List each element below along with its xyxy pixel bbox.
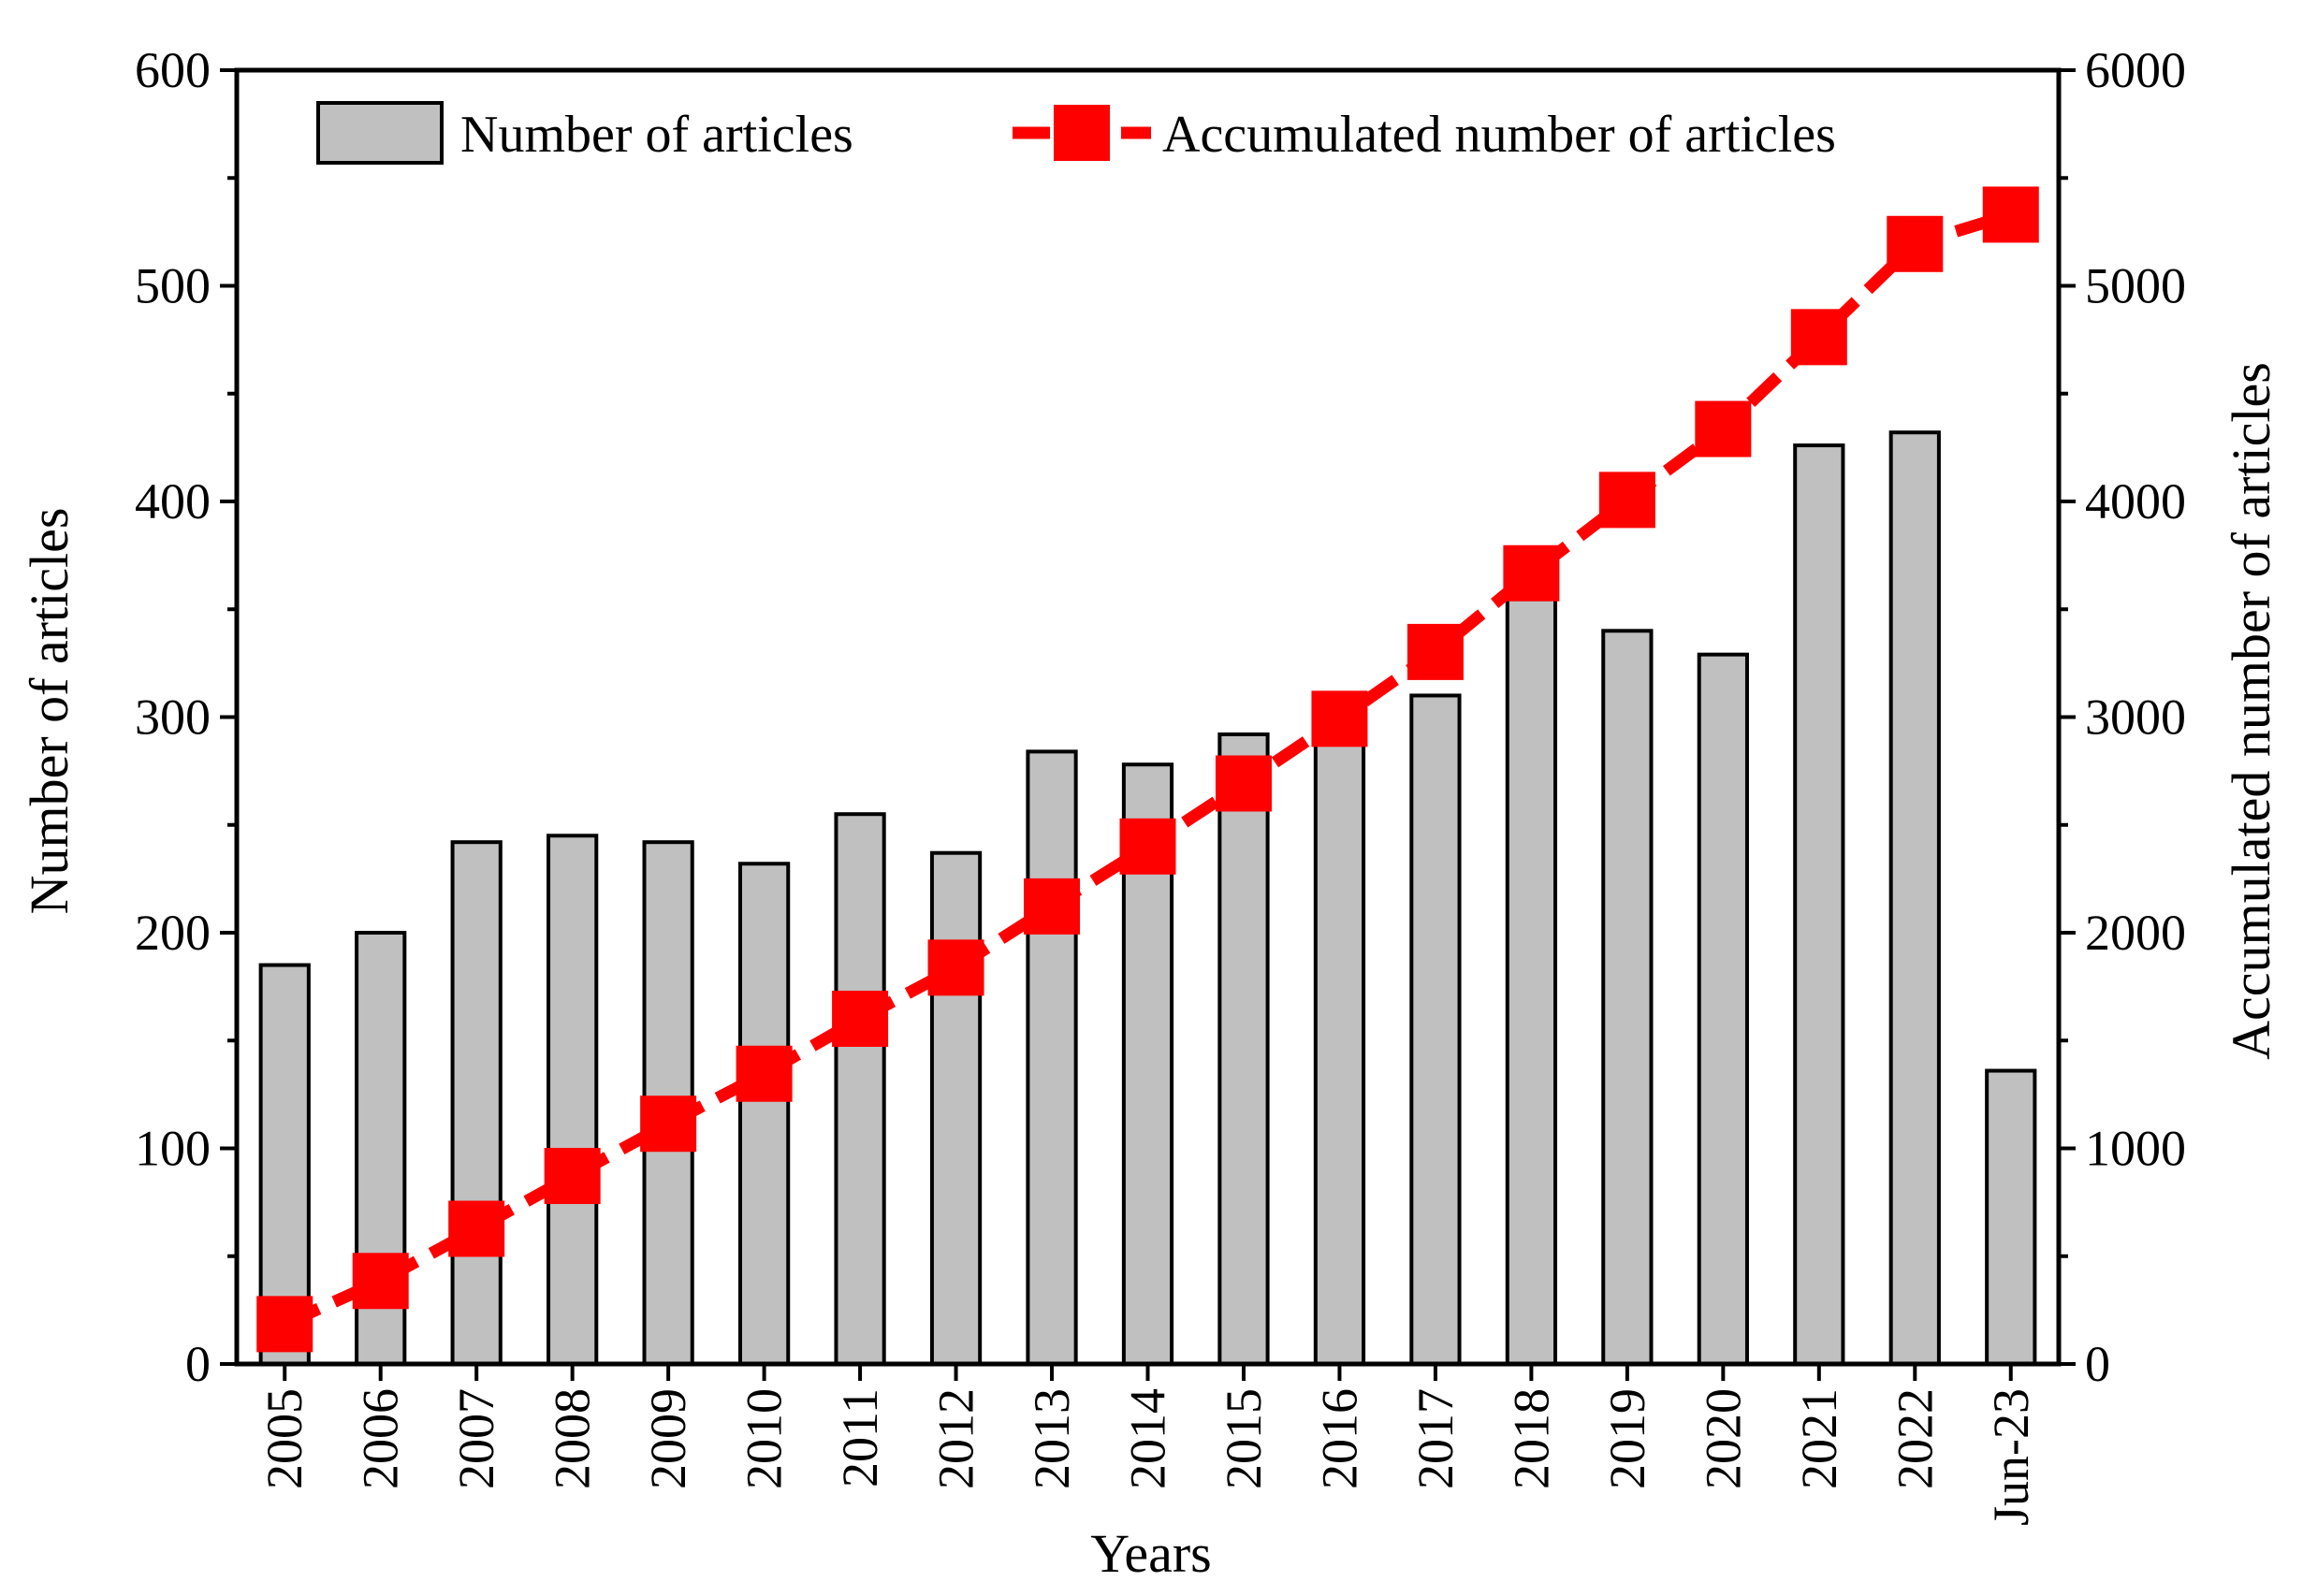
bar-2007 [450, 840, 503, 1366]
accumulated-point-Jun-23 [1982, 186, 2039, 243]
right-tick-label: 4000 [2085, 473, 2186, 530]
accumulated-point-2012 [927, 939, 984, 996]
accumulated-point-2005 [256, 1296, 313, 1353]
legend: Number of articles Accumulated number of… [316, 101, 1836, 165]
legend-bar-label: Number of articles [460, 106, 853, 164]
left-y-axis-title: Number of articles [19, 508, 80, 915]
legend-bar-swatch [316, 101, 444, 165]
left-tick-label: 0 [185, 1336, 211, 1392]
bar-Jun-23 [1985, 1068, 2037, 1367]
accumulated-point-2014 [1119, 818, 1176, 875]
bar-2015 [1217, 732, 1270, 1366]
bar-2022 [1888, 430, 1941, 1366]
left-tick-label: 300 [135, 689, 211, 746]
x-tick-label: 2017 [1407, 1388, 1464, 1489]
bar-2019 [1601, 629, 1654, 1366]
x-tick-label: 2006 [353, 1388, 409, 1489]
axes-layer [220, 67, 2076, 1381]
x-tick-label: 2021 [1791, 1388, 1847, 1489]
x-tick-label: 2018 [1503, 1388, 1559, 1489]
x-tick-label: 2020 [1695, 1388, 1751, 1489]
bar-2016 [1313, 715, 1366, 1366]
x-tick-label: 2011 [832, 1388, 888, 1487]
right-tick-label: 0 [2085, 1336, 2110, 1392]
accumulated-point-2022 [1887, 215, 1944, 272]
right-tick-label: 5000 [2085, 258, 2186, 314]
x-tick-label: 2007 [448, 1388, 504, 1489]
bars-layer [258, 430, 2037, 1367]
bar-2021 [1793, 443, 1845, 1366]
right-tick-label: 1000 [2085, 1121, 2186, 1177]
accumulated-point-2010 [736, 1045, 793, 1102]
accumulated-point-2006 [352, 1253, 409, 1310]
x-tick-label: 2015 [1216, 1388, 1272, 1489]
x-tick-label: 2013 [1024, 1388, 1080, 1489]
x-tick-label: 2019 [1599, 1388, 1655, 1489]
x-tick-label: 2022 [1887, 1388, 1943, 1489]
accumulated-point-2008 [544, 1148, 601, 1205]
accumulated-point-2020 [1695, 400, 1752, 457]
tick-labels-layer: 0100200300400500600010002000300040005000… [135, 42, 2186, 1526]
right-y-axis-title: Accumulated number of articles [2221, 362, 2281, 1060]
accumulated-point-2009 [640, 1095, 697, 1153]
x-tick-label: 2010 [736, 1388, 793, 1489]
x-tick-label: 2016 [1311, 1388, 1367, 1489]
bar-2010 [737, 862, 791, 1366]
bar-2013 [1026, 749, 1078, 1366]
right-tick-label: 3000 [2085, 689, 2186, 746]
accumulated-point-2021 [1790, 309, 1847, 366]
left-tick-label: 600 [135, 42, 211, 98]
legend-line-label: Accumulated number of articles [1162, 106, 1836, 164]
right-tick-label: 2000 [2085, 905, 2186, 961]
bar-2008 [547, 834, 599, 1366]
accumulated-line-layer [256, 186, 2039, 1353]
left-tick-label: 500 [135, 258, 211, 314]
x-axis-title: Years [1090, 1523, 1211, 1584]
accumulated-point-2011 [832, 990, 889, 1047]
bar-2011 [834, 812, 886, 1366]
x-tick-label: 2005 [256, 1388, 313, 1489]
left-tick-label: 200 [135, 905, 211, 961]
accumulated-point-2015 [1215, 755, 1272, 812]
accumulated-point-2013 [1024, 878, 1081, 935]
x-tick-label: 2014 [1120, 1388, 1176, 1489]
bar-2017 [1409, 693, 1462, 1366]
accumulated-point-2019 [1598, 472, 1655, 529]
left-tick-label: 100 [135, 1121, 211, 1177]
accumulated-point-2007 [448, 1200, 505, 1257]
right-tick-label: 6000 [2085, 42, 2186, 98]
x-tick-label: 2008 [545, 1388, 601, 1489]
left-tick-label: 400 [135, 473, 211, 530]
bar-2018 [1505, 574, 1558, 1366]
legend-line-marker [1054, 105, 1110, 161]
bar-2012 [929, 850, 983, 1366]
x-tick-label: Jun-23 [1983, 1388, 2039, 1526]
accumulated-point-2016 [1311, 690, 1368, 747]
x-tick-label: 2012 [928, 1388, 984, 1489]
x-tick-label: 2009 [640, 1388, 696, 1489]
accumulated-point-2017 [1407, 623, 1464, 680]
accumulated-point-2018 [1503, 544, 1560, 602]
bar-2020 [1697, 652, 1749, 1366]
